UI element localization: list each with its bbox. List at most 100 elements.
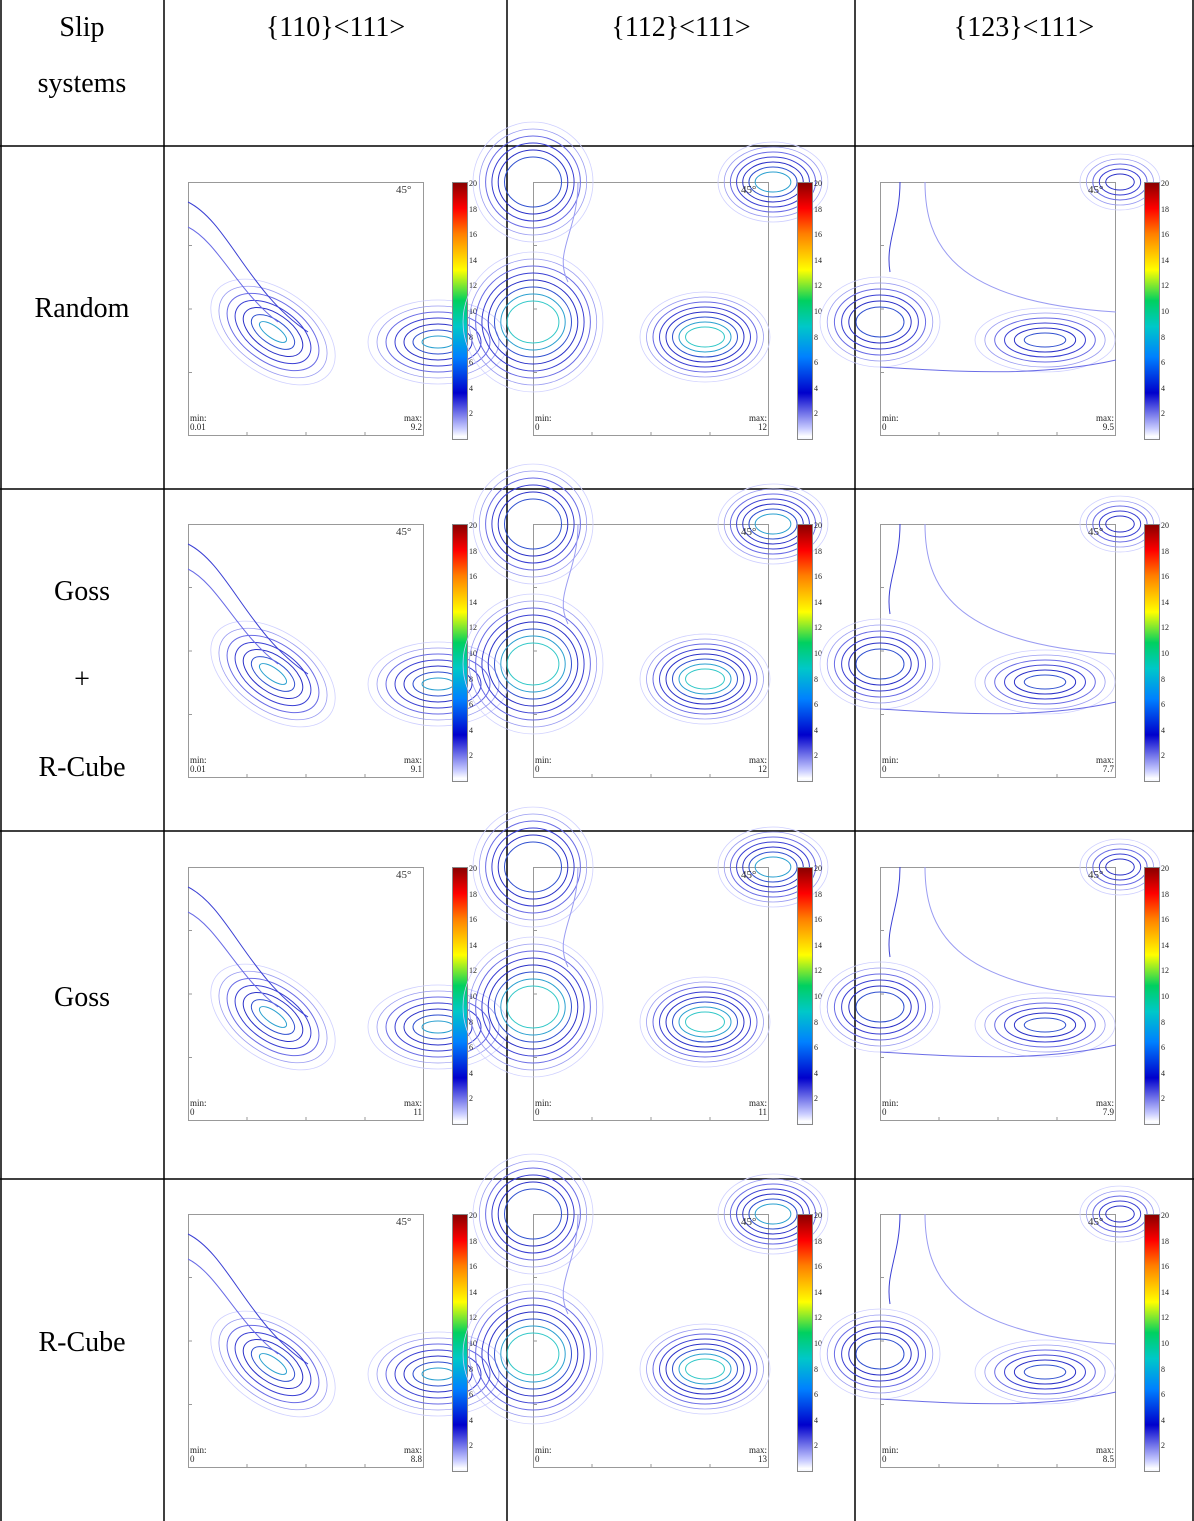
min-label: min: 0: [535, 1098, 552, 1117]
colorbar-tick-label: 16: [814, 1262, 822, 1272]
colorbar-tick-label: 14: [814, 255, 822, 265]
contour-line: [213, 278, 333, 387]
contour-line: [718, 1174, 828, 1254]
colorbar-tick-label: 12: [814, 623, 822, 633]
min-label: min: 0: [882, 1098, 899, 1117]
contour-line: [395, 1350, 481, 1398]
plot-frame: [188, 524, 424, 778]
max-label: max: 11: [404, 1098, 422, 1117]
contour-line: [469, 1291, 596, 1417]
contour-line: [1014, 328, 1075, 352]
max-label: max: 12: [749, 413, 767, 432]
contour-line: [985, 655, 1105, 709]
contour-line: [202, 1300, 343, 1429]
contour-line: [653, 644, 757, 714]
phi2-angle-label: 45°: [741, 526, 757, 538]
contour-line: [975, 993, 1115, 1057]
plot-frame: [188, 182, 424, 436]
odf-section-plot: min: 0.01 max: 9.2 45° 2 4 6 8 10 12 14 16 18 20: [188, 180, 488, 452]
contour-line: [925, 1214, 1116, 1344]
colorbar-tick-label: 8: [1161, 1364, 1165, 1374]
contour-line: [995, 318, 1096, 362]
contour-line: [827, 968, 933, 1046]
contour-line: [849, 986, 911, 1028]
colorbar-tick-label: 14: [814, 597, 822, 607]
contour-line: [842, 637, 919, 691]
contour-line: [486, 478, 581, 570]
colorbar-tick-label: 18: [469, 889, 477, 899]
contour-line: [679, 1007, 731, 1037]
colorbar-tick-label: 4: [469, 383, 473, 393]
colorbar-tick-label: 2: [814, 751, 818, 761]
colorbar-tick-label: 12: [1161, 623, 1169, 633]
contour-line: [995, 1003, 1096, 1047]
contour-line: [482, 273, 584, 371]
contour-line: [730, 1184, 815, 1244]
colorbar-tick-label: 6: [1161, 358, 1165, 368]
contour-line: [501, 1326, 565, 1382]
contour-line: [718, 142, 828, 222]
contour-axes: [188, 524, 424, 778]
min-label: min: 0: [882, 1445, 899, 1464]
contour-line: [1106, 174, 1135, 190]
contour-line: [1024, 1365, 1066, 1379]
contour-line: [686, 669, 725, 689]
contour-line: [488, 1312, 578, 1396]
row-label-text: Goss: [53, 576, 110, 607]
contour-line: [256, 1350, 289, 1378]
contour-line: [686, 327, 725, 347]
contour-line: [476, 1298, 591, 1410]
odf-section-plot: min: 0 max: 9.5 45° 2 4 6 8 10 12 14 16 18 20: [880, 182, 1180, 452]
contour-line: [507, 986, 559, 1028]
min-label: min: 0.01: [190, 413, 207, 432]
colorbar-tick-label: 12: [814, 281, 822, 291]
max-label: max: 7.7: [1096, 755, 1114, 774]
colorbar-tick-label: 20: [814, 1211, 822, 1220]
contour-line: [476, 608, 591, 720]
contour-axes: [880, 867, 1116, 1121]
contour-line: [224, 1320, 322, 1409]
contour-line: [498, 150, 568, 214]
contour-line: [501, 636, 565, 692]
row-label-rcube: R-Cube: [0, 1327, 164, 1359]
colorbar-tick-label: 4: [469, 725, 473, 735]
contour-line: [213, 620, 333, 729]
contour-line: [925, 867, 1116, 997]
colorbar: [797, 867, 813, 1125]
contour-line: [479, 1161, 586, 1267]
colorbar-tick-label: 14: [469, 597, 477, 607]
contour-line: [202, 610, 343, 739]
contour-line: [488, 622, 578, 706]
contour-line: [827, 1315, 933, 1393]
contour-line: [482, 958, 584, 1056]
contour-line: [640, 1324, 770, 1414]
contour-line: [856, 649, 904, 679]
contour-line: [755, 172, 791, 192]
colorbar-tick-label: 14: [469, 1287, 477, 1297]
contour-line: [463, 594, 603, 734]
contour-axes: [880, 524, 1116, 778]
contour-line: [422, 1021, 454, 1033]
contour-line: [495, 287, 572, 357]
contour-line: [975, 650, 1115, 714]
max-label: max: 12: [749, 755, 767, 774]
colorbar-tick-label: 8: [1161, 1017, 1165, 1027]
contour-line: [492, 485, 574, 563]
colorbar-tick-label: 16: [1161, 230, 1169, 240]
colorbar: [452, 182, 468, 440]
contour-line: [488, 965, 578, 1049]
contour-line: [834, 1321, 925, 1387]
contour-line: [1005, 1355, 1086, 1389]
phi2-angle-label: 45°: [741, 184, 757, 196]
colorbar-tick-label: 16: [814, 572, 822, 582]
min-label: min: 0.01: [190, 755, 207, 774]
contour-line: [377, 1338, 499, 1410]
contour-line: [666, 312, 744, 362]
colorbar-tick-label: 20: [1161, 1211, 1169, 1220]
contour-line: [1099, 854, 1140, 880]
colorbar-tick-label: 16: [1161, 915, 1169, 925]
contour-line: [563, 1214, 578, 1314]
odf-section-plot: min: 0 max: 7.9 45° 2 4 6 8 10 12 14 16 18 20: [880, 867, 1180, 1137]
min-label: min: 0: [882, 413, 899, 432]
colorbar-tick-label: 6: [469, 700, 473, 710]
